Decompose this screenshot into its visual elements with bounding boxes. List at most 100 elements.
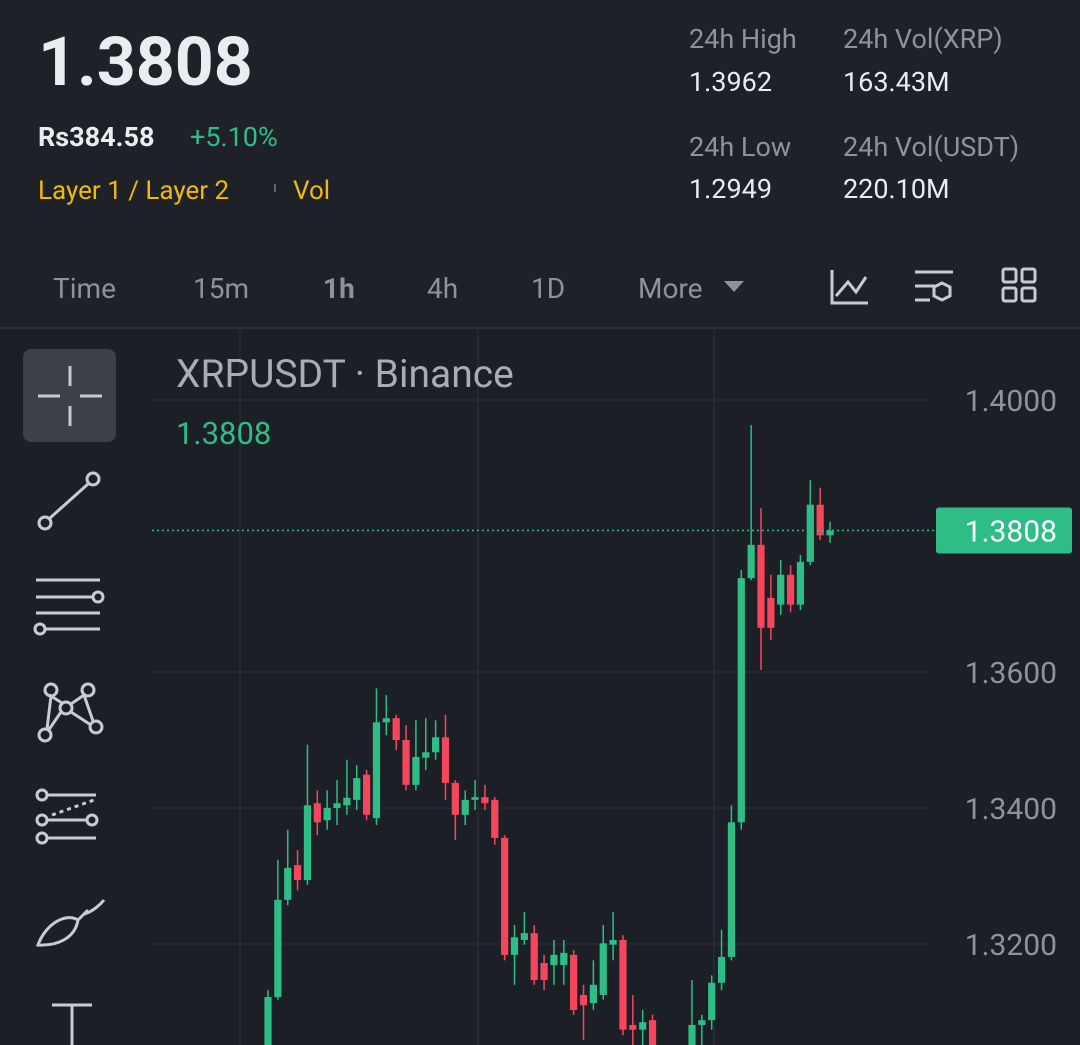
candle-body [639,1022,647,1030]
candle-body [688,1024,696,1045]
candle-body [530,933,538,981]
last-price-label: 1.3808 [965,515,1057,550]
tab[interactable]: 1D [531,272,565,305]
candle-body [757,544,765,628]
candle-body [501,837,509,955]
candle-body [372,722,381,819]
stat-value: 220.10M [843,173,950,205]
stat-value: 1.3962 [689,66,772,98]
candle-body [747,544,755,579]
tab[interactable]: 15m [193,272,249,305]
candle-body [333,803,341,809]
candle-body [293,865,302,881]
candle-body [382,718,390,723]
candle-body [392,718,400,740]
stat-label: 24h Vol(XRP) [843,23,1003,55]
candle-body [353,778,361,800]
candle-body [451,782,459,815]
candle-body [599,943,607,996]
candle-body [619,939,627,1030]
text-tool[interactable] [52,1003,92,1045]
tab[interactable]: Time [53,272,116,305]
tag[interactable]: Vol [293,176,330,206]
chart-bg [0,328,1080,1045]
candle-body [402,739,410,785]
candle-body [481,797,489,804]
candle-body [441,737,450,783]
stat-value: 1.2949 [689,173,772,205]
crosshair-icon [38,366,102,426]
candle-body [491,799,499,838]
last-price: 1.3808 [38,22,253,102]
candle-body [786,574,795,605]
chart-title: XRPUSDT · Binance [176,351,514,397]
fib-tool[interactable] [35,788,99,845]
y-tick-label: 1.4000 [965,384,1057,419]
candle-body [313,803,321,823]
indicator-icon[interactable] [830,270,868,305]
tab[interactable]: 4h [427,272,458,305]
candle-body [274,899,282,998]
pattern-tool[interactable] [37,682,104,743]
candle-body [796,561,805,605]
candle-body [727,822,736,957]
layout-icon[interactable] [1001,267,1037,303]
candle-body [717,956,726,983]
candle-body [422,752,430,758]
timeframe-tabs: Time 15m 1h 4h 1D More [53,272,703,305]
candle-body [284,867,292,900]
tab[interactable]: More [638,272,703,305]
candle-body [698,1020,706,1025]
candle-body [560,952,568,966]
candle-body [826,530,834,536]
candle-body [432,737,440,753]
candle-body [648,1020,657,1045]
candle-body [520,933,528,940]
candle-body [629,1024,637,1030]
candle-body [737,578,745,823]
dropdown-arrow[interactable] [724,281,744,292]
tab[interactable]: 1h [323,272,355,305]
candle-body [343,797,351,806]
crosshair-tool[interactable] [23,349,116,442]
stat-label: 24h Low [689,131,791,163]
candle-body [264,997,272,1045]
fiat-price: Rs384.58 [38,121,154,153]
plot: 1.4000 1.3600 1.3400 1.3200 1.3808 [152,384,1072,1045]
candle-body [323,808,331,821]
candle-body [806,504,814,562]
stat-label: 24h High [689,23,797,55]
candle-body [777,574,785,605]
candle-body [540,963,548,981]
price-change: +5.10% [190,121,278,153]
settings-icon[interactable] [915,270,953,302]
candle-body [816,504,824,536]
y-tick-label: 1.3200 [965,928,1057,963]
brush-tool[interactable] [35,899,106,947]
y-tick-label: 1.3400 [965,792,1057,827]
stat-label: 24h Vol(USDT) [843,131,1019,163]
parallel-tool[interactable] [33,578,105,636]
tag[interactable]: Layer 1 / Layer 2 [38,176,229,206]
line-tool[interactable] [37,471,101,531]
candle-body [767,597,775,628]
candle-body [412,757,420,785]
candle-body [708,982,716,1021]
candle-body [363,774,371,815]
chart-subtitle: 1.3808 [176,415,271,452]
candle-body [589,984,597,1004]
tag-separator [274,184,276,192]
candle-body [579,995,588,1006]
candle-body [461,799,469,815]
last-price-tag [936,507,1072,554]
stat-value: 163.43M [843,66,950,98]
candle-body [303,805,312,881]
candle-body [550,954,558,966]
candle-body [570,954,578,1010]
candle-body [609,939,617,945]
candle-body [471,797,479,800]
header-bg [0,0,1080,328]
y-tick-label: 1.3600 [965,656,1057,691]
